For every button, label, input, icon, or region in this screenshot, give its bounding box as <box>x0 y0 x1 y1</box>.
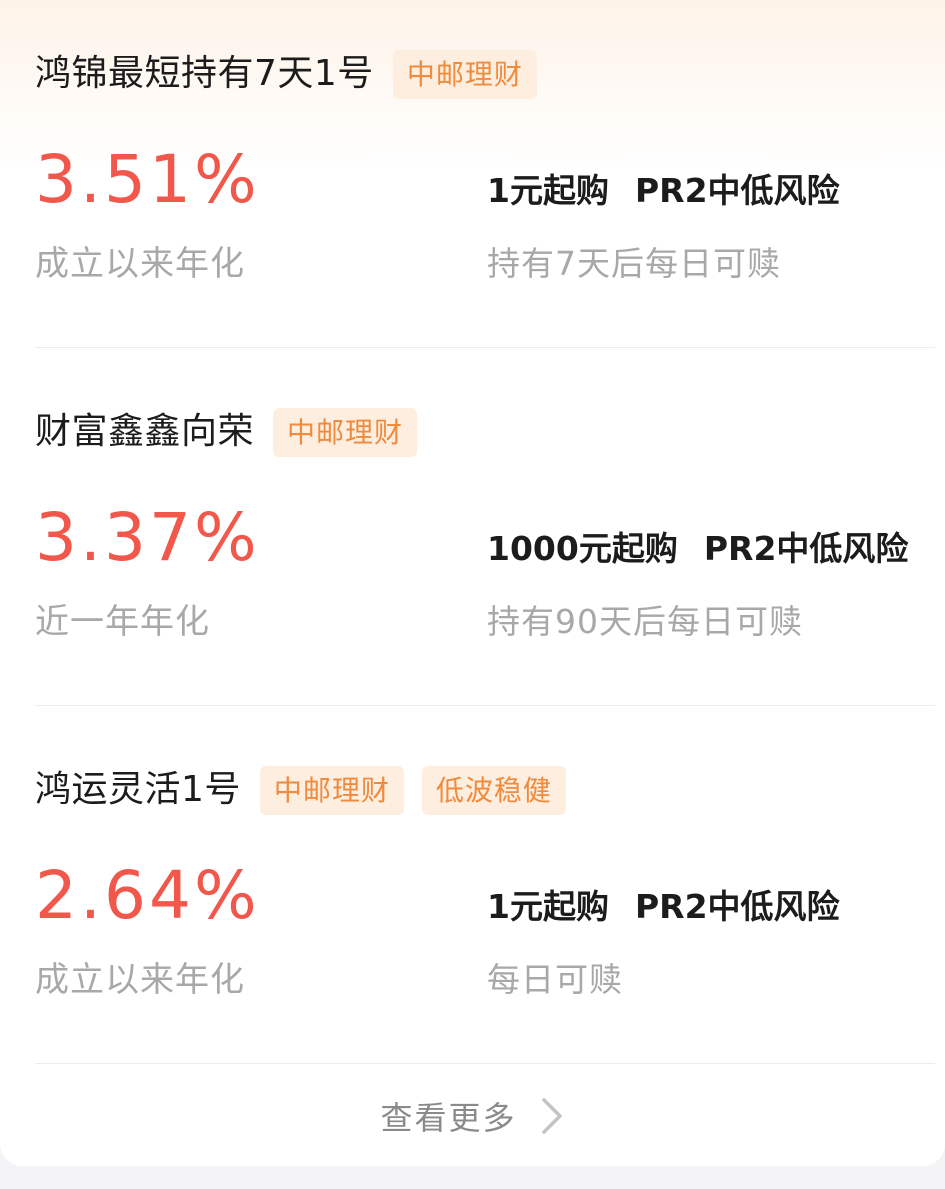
product-item[interactable]: 鸿运灵活1号 中邮理财 低波稳健 2.64% 成立以来年化 1元起购 PR2中低风… <box>0 716 945 1074</box>
redemption-terms: 每日可赎 <box>487 960 623 999</box>
purchase-terms: 1元起购 PR2中低风险 <box>487 168 840 214</box>
min-purchase: 1元起购 <box>487 171 609 210</box>
rate-label: 成立以来年化 <box>35 960 245 1000</box>
min-purchase: 1000元起购 <box>487 529 678 568</box>
product-title-row: 鸿运灵活1号 中邮理财 低波稳健 <box>35 765 566 815</box>
product-title-row: 鸿锦最短持有7天1号 中邮理财 <box>35 49 537 99</box>
annualized-rate: 2.64% <box>35 857 260 934</box>
divider <box>35 705 935 706</box>
annualized-rate: 3.51% <box>35 141 260 218</box>
view-more-label: 查看更多 <box>380 1099 517 1137</box>
purchase-terms: 1000元起购 PR2中低风险 <box>487 526 908 572</box>
risk-level: PR2中低风险 <box>634 171 840 210</box>
redemption-terms: 持有7天后每日可赎 <box>487 244 781 283</box>
product-name: 鸿运灵活1号 <box>35 769 241 810</box>
risk-level: PR2中低风险 <box>703 529 909 568</box>
view-more-button[interactable]: 查看更多 <box>0 1088 945 1144</box>
issuer-tag: 中邮理财 <box>392 49 537 99</box>
issuer-tag: 中邮理财 <box>273 407 418 457</box>
issuer-tag: 中邮理财 <box>259 765 404 815</box>
chevron-right-icon <box>539 1096 565 1136</box>
min-purchase: 1元起购 <box>487 887 609 926</box>
risk-level: PR2中低风险 <box>634 887 840 926</box>
rate-label: 成立以来年化 <box>35 244 245 284</box>
divider <box>35 347 935 348</box>
product-item[interactable]: 鸿锦最短持有7天1号 中邮理财 3.51% 成立以来年化 1元起购 PR2中低风险… <box>0 0 945 358</box>
feature-tag: 低波稳健 <box>421 765 566 815</box>
divider <box>35 1063 935 1064</box>
product-title-row: 财富鑫鑫向荣 中邮理财 <box>35 407 418 457</box>
product-item[interactable]: 财富鑫鑫向荣 中邮理财 3.37% 近一年年化 1000元起购 PR2中低风险 持… <box>0 358 945 716</box>
purchase-terms: 1元起购 PR2中低风险 <box>487 884 840 930</box>
product-name: 鸿锦最短持有7天1号 <box>35 53 374 94</box>
annualized-rate: 3.37% <box>35 499 260 576</box>
product-name: 财富鑫鑫向荣 <box>35 411 255 452</box>
redemption-terms: 持有90天后每日可赎 <box>487 602 803 641</box>
rate-label: 近一年年化 <box>35 602 210 642</box>
